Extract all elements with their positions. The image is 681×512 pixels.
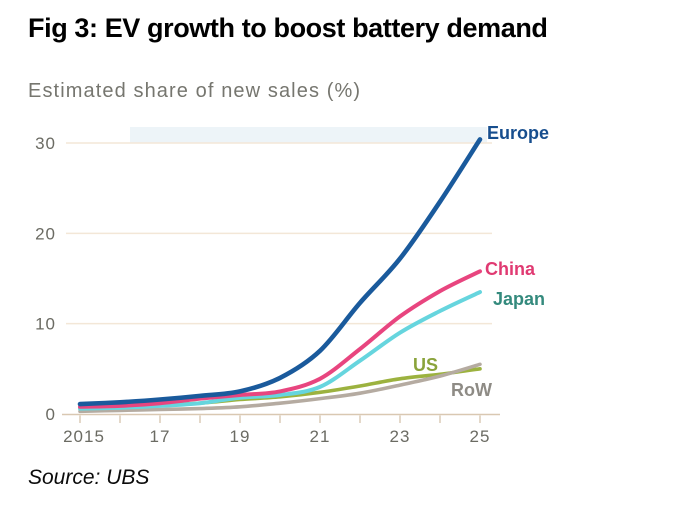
y-tick-label: 20 (35, 224, 56, 243)
y-tick-label: 10 (35, 315, 56, 334)
y-tick-label: 0 (46, 405, 56, 424)
series-label-china: China (485, 259, 536, 279)
y-tick-label: 30 (35, 134, 56, 153)
series-label-us: US (413, 355, 438, 375)
figure-title: Fig 3: EV growth to boost battery demand (28, 13, 548, 43)
x-tick-label: 17 (150, 427, 171, 446)
chart-subtitle: Estimated share of new sales (%) (28, 80, 362, 102)
series-label-row: RoW (451, 380, 492, 400)
x-tick-label: 2015 (63, 427, 105, 446)
series-line-row (78, 362, 482, 414)
series-line-china (78, 269, 482, 409)
series-line-japan (78, 290, 482, 411)
series-label-europe: Europe (487, 123, 549, 143)
x-tick-label: 25 (470, 427, 491, 446)
x-tick-label: 23 (390, 427, 411, 446)
source-note: Source: UBS (28, 466, 150, 489)
x-tick-label: 19 (230, 427, 251, 446)
x-tick-label: 21 (310, 427, 331, 446)
highlight-band (130, 127, 487, 143)
series-label-japan: Japan (493, 289, 545, 309)
series-line-europe (77, 137, 483, 407)
